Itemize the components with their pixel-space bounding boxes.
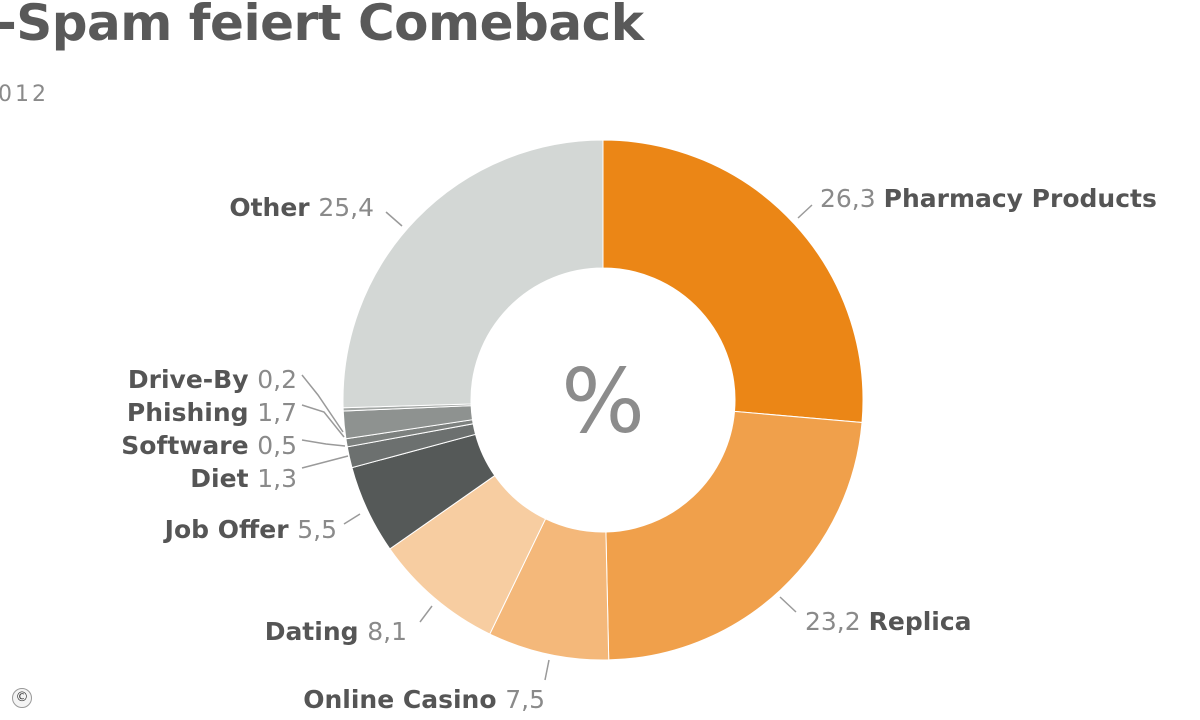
leader-line-diet (301, 455, 349, 469)
slice-name-replica: Replica (869, 607, 972, 636)
slice-name-dating: Dating (265, 617, 368, 646)
slice-name-diet: Diet (190, 464, 257, 493)
leader-line-other (385, 211, 403, 227)
slice-label-job-offer: Job Offer 5,5 (163, 515, 337, 544)
slice-value-software: 0,5 (257, 431, 297, 460)
slice-name-drive-by: Drive-By (128, 365, 257, 394)
slice-value-other: 25,4 (318, 193, 374, 222)
slice-label-diet: Diet 1,3 (190, 464, 297, 493)
chart-subtitle: 012 (0, 82, 49, 107)
slice-value-job-offer: 5,5 (297, 515, 337, 544)
slice-value-pharmacy-products: 26,3 (820, 184, 884, 213)
slice-label-software: Software 0,5 (121, 431, 297, 460)
slice-value-phishing: 1,7 (257, 398, 297, 427)
leader-line-drive-by (301, 374, 344, 433)
slice-other (342, 139, 604, 409)
leader-line-replica (779, 596, 797, 613)
slice-label-phishing: Phishing 1,7 (127, 398, 297, 427)
slice-value-replica: 23,2 (805, 607, 869, 636)
slice-name-other: Other (229, 193, 318, 222)
slice-value-dating: 8,1 (367, 617, 407, 646)
slice-name-online-casino: Online Casino (303, 685, 505, 714)
leader-line-job-offer (343, 513, 361, 525)
slice-value-drive-by: 0,2 (257, 365, 297, 394)
slice-name-job-offer: Job Offer (163, 515, 298, 544)
slice-replica (605, 410, 863, 661)
leader-line-software (301, 439, 346, 447)
copyright-icon: © (12, 688, 32, 708)
slice-label-replica: 23,2 Replica (805, 607, 972, 636)
slice-name-pharmacy-products: Pharmacy Products (884, 184, 1157, 213)
slice-value-online-casino: 7,5 (505, 685, 545, 714)
leader-line-phishing (301, 404, 345, 438)
slice-label-online-casino: Online Casino 7,5 (303, 685, 545, 714)
leader-line-dating (419, 605, 433, 623)
slice-name-software: Software (121, 431, 257, 460)
slice-name-phishing: Phishing (127, 398, 257, 427)
slice-label-dating: Dating 8,1 (265, 617, 407, 646)
center-percent-label: % (561, 350, 645, 453)
slice-label-pharmacy-products: 26,3 Pharmacy Products (820, 184, 1157, 213)
chart-title: -Spam feiert Comeback (0, 0, 644, 52)
slice-label-drive-by: Drive-By 0,2 (128, 365, 297, 394)
slice-pharmacy-products (602, 139, 864, 424)
slice-value-diet: 1,3 (257, 464, 297, 493)
leader-line-pharmacy-products (797, 204, 813, 219)
slice-label-other: Other 25,4 (229, 193, 374, 222)
leader-line-online-casino (544, 659, 550, 681)
